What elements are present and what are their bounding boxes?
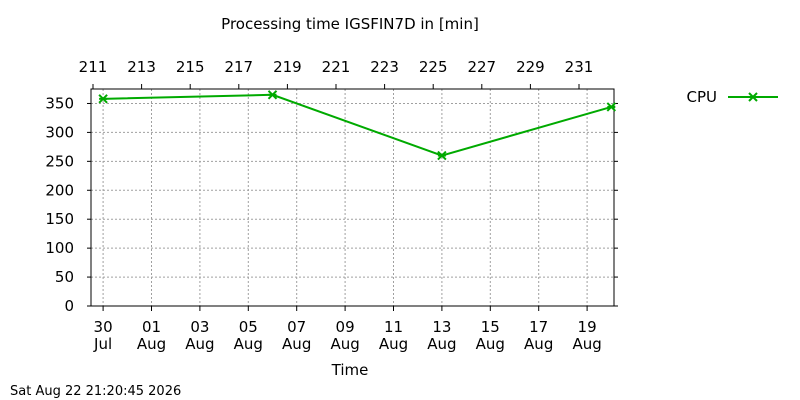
x-axis-label: Time xyxy=(331,361,369,379)
x-tick-label-day: 19 xyxy=(578,318,597,336)
y-tick-label: 100 xyxy=(45,239,74,257)
cpu-data-point xyxy=(437,150,447,161)
y-tick-label: 300 xyxy=(45,123,74,141)
x-tick-label-month: Aug xyxy=(137,335,166,353)
top-tick-label: 217 xyxy=(224,58,253,76)
x-tick-label-month: Aug xyxy=(282,335,311,353)
plot-frame xyxy=(90,88,615,307)
grid xyxy=(91,89,614,307)
top-tick-label: 211 xyxy=(79,58,108,76)
y-tick-label: 0 xyxy=(64,297,74,315)
cpu-data-point xyxy=(606,102,617,112)
x-tick-label-day: 01 xyxy=(142,318,161,336)
legend-label: CPU xyxy=(687,88,718,106)
top-axis-tick-labels: 211 213 215 217 219 221 223 225 227 229 231 xyxy=(79,58,594,76)
x-tick-label-day: 07 xyxy=(287,318,306,336)
legend-marker xyxy=(748,92,758,102)
cpu-data-point xyxy=(267,90,278,100)
top-tick-label: 213 xyxy=(127,58,156,76)
y-tick-label: 200 xyxy=(45,181,74,199)
y-tick-label: 150 xyxy=(45,210,74,228)
x-tick-label-day: 30 xyxy=(94,318,113,336)
top-tick-label: 221 xyxy=(322,58,351,76)
x-tick-label-month: Aug xyxy=(476,335,505,353)
cpu-series-line xyxy=(103,93,612,157)
x-tick-label-month: Aug xyxy=(379,335,408,353)
chart-title: Processing time IGSFIN7D in [min] xyxy=(221,15,479,33)
x-tick-label-month: Aug xyxy=(427,335,456,353)
x-tick-label-month: Aug xyxy=(330,335,359,353)
y-tick-label: 350 xyxy=(45,94,74,112)
x-tick-label-month: Aug xyxy=(524,335,553,353)
legend: CPU xyxy=(687,88,778,106)
y-tick-label: 50 xyxy=(55,268,74,286)
x-tick-label-day: 05 xyxy=(239,318,258,336)
x-axis-tick-labels: 30Jul01Aug03Aug05Aug07Aug09Aug11Aug13Aug… xyxy=(93,318,602,353)
cpu-data-point xyxy=(98,94,108,104)
x-tick-label-month: Aug xyxy=(234,335,263,353)
y-axis-tick-labels: 0 50 100 150 200 250 300 350 xyxy=(45,94,74,315)
x-tick-label-month: Jul xyxy=(93,335,112,353)
x-tick-label-day: 13 xyxy=(432,318,451,336)
x-tick-label-month: Aug xyxy=(185,335,214,353)
x-tick-label-day: 17 xyxy=(529,318,548,336)
x-tick-label-day: 15 xyxy=(481,318,500,336)
footer-timestamp: Sat Aug 22 21:20:45 2026 xyxy=(10,384,181,399)
top-tick-label: 225 xyxy=(419,58,448,76)
x-tick-label-day: 03 xyxy=(190,318,209,336)
x-tick-label-month: Aug xyxy=(572,335,601,353)
top-tick-label: 219 xyxy=(273,58,302,76)
top-tick-label: 223 xyxy=(370,58,399,76)
x-tick-label-day: 09 xyxy=(336,318,355,336)
series-layer xyxy=(98,90,617,161)
top-tick-label: 229 xyxy=(516,58,545,76)
top-tick-label: 227 xyxy=(467,58,496,76)
top-tick-label: 231 xyxy=(565,58,594,76)
top-tick-label: 215 xyxy=(176,58,205,76)
x-tick-label-day: 11 xyxy=(384,318,403,336)
axis-ticks xyxy=(87,84,618,311)
y-tick-label: 250 xyxy=(45,152,74,170)
